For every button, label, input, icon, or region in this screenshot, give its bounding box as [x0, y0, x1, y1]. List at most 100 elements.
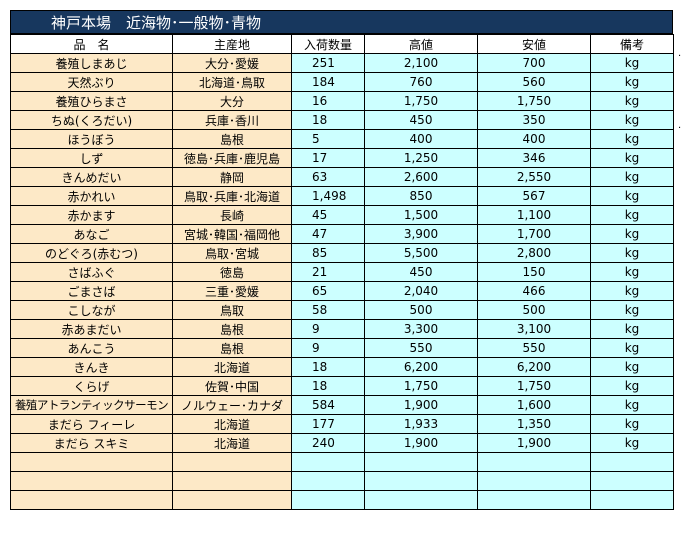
cell-quantity: 16 — [291, 91, 365, 111]
cell-quantity: 9 — [291, 319, 365, 339]
cell-quantity: 9 — [291, 338, 365, 358]
cell-low: 1,100 — [477, 205, 591, 225]
cell-low: 346 — [477, 148, 591, 168]
cell-high-empty — [364, 490, 478, 510]
cell-note: kg — [590, 243, 674, 263]
cell-low: 1,600 — [477, 395, 591, 415]
table-row: 赤あまだい 島根 9 3,300 3,100 kg — [10, 319, 674, 339]
cell-name: のどぐろ(赤むつ) — [10, 243, 173, 263]
header-note: 備考 — [590, 34, 674, 54]
cell-low: 1,750 — [477, 91, 591, 111]
cell-high: 2,040 — [364, 281, 478, 301]
cell-note: kg — [590, 357, 674, 377]
cell-note: kg — [590, 91, 674, 111]
table-body: 養殖しまあじ 大分･愛媛 251 2,100 700 kg 天然ぶり 北海道･鳥取 184 760… — [10, 53, 674, 510]
cell-high: 5,500 — [364, 243, 478, 263]
table-row: 養殖アトランティックサーモン ノルウェー･カナダ 584 1,900 1,600 kg — [10, 395, 674, 415]
cell-name: しず — [10, 148, 173, 168]
cell-high: 1,900 — [364, 395, 478, 415]
cell-name-empty — [10, 471, 173, 491]
table-row: きんめだい 静岡 63 2,600 2,550 kg — [10, 167, 674, 187]
table-row: ほうぼう 島根 5 400 400 kg — [10, 129, 674, 149]
cell-low: 6,200 — [477, 357, 591, 377]
cell-note: kg — [590, 148, 674, 168]
cell-name: まだら スキミ — [10, 433, 173, 453]
cell-quantity: 58 — [291, 300, 365, 320]
cell-name: 赤かます — [10, 205, 173, 225]
cell-origin: 大分 — [172, 91, 292, 111]
cell-origin: 静岡 — [172, 167, 292, 187]
cell-high: 1,750 — [364, 376, 478, 396]
cell-high: 2,100 — [364, 53, 478, 73]
cell-origin: 島根 — [172, 338, 292, 358]
cell-high: 1,750 — [364, 91, 478, 111]
cell-origin: 兵庫･香川 — [172, 110, 292, 130]
cell-note: kg — [590, 414, 674, 434]
cell-high-empty — [364, 452, 478, 472]
cell-name: さばふぐ — [10, 262, 173, 282]
empty-row — [10, 490, 674, 510]
cell-quantity: 18 — [291, 376, 365, 396]
cell-origin: 鳥取 — [172, 300, 292, 320]
cell-name: こしなが — [10, 300, 173, 320]
cell-high: 850 — [364, 186, 478, 206]
cell-origin: 鳥取･兵庫･北海道 — [172, 186, 292, 206]
cell-note: kg — [590, 262, 674, 282]
cell-quantity: 63 — [291, 167, 365, 187]
cell-quantity-empty — [291, 490, 365, 510]
margin-mark: . — [678, 48, 682, 59]
cell-origin: 北海道 — [172, 414, 292, 434]
cell-low-empty — [477, 490, 591, 510]
cell-note: kg — [590, 338, 674, 358]
cell-high: 450 — [364, 110, 478, 130]
cell-name: 天然ぶり — [10, 72, 173, 92]
table-row: ちぬ(くろだい) 兵庫･香川 18 450 350 kg — [10, 110, 674, 130]
cell-quantity: 251 — [291, 53, 365, 73]
cell-low: 1,750 — [477, 376, 591, 396]
cell-note-empty — [590, 490, 674, 510]
cell-name: 赤あまだい — [10, 319, 173, 339]
cell-note: kg — [590, 110, 674, 130]
cell-origin: 鳥取･宮城 — [172, 243, 292, 263]
cell-quantity: 18 — [291, 110, 365, 130]
cell-origin: 宮城･韓国･福岡他 — [172, 224, 292, 244]
cell-quantity: 184 — [291, 72, 365, 92]
cell-name: ごまさば — [10, 281, 173, 301]
cell-origin: 北海道 — [172, 357, 292, 377]
cell-high: 1,500 — [364, 205, 478, 225]
cell-high: 760 — [364, 72, 478, 92]
table-row: くらげ 佐賀･中国 18 1,750 1,750 kg — [10, 376, 674, 396]
cell-origin-empty — [172, 471, 292, 491]
cell-high: 1,900 — [364, 433, 478, 453]
cell-quantity: 1,498 — [291, 186, 365, 206]
cell-origin: 北海道･鳥取 — [172, 72, 292, 92]
cell-note-empty — [590, 471, 674, 491]
cell-low: 3,100 — [477, 319, 591, 339]
sheet-title: 神戸本場 近海物･一般物･青物 — [10, 10, 673, 34]
cell-quantity: 240 — [291, 433, 365, 453]
cell-low: 1,900 — [477, 433, 591, 453]
cell-high: 500 — [364, 300, 478, 320]
empty-row — [10, 452, 674, 472]
cell-quantity-empty — [291, 452, 365, 472]
cell-origin: 佐賀･中国 — [172, 376, 292, 396]
cell-origin: 島根 — [172, 129, 292, 149]
header-row: 品 名 主産地 入荷数量 高値 安値 備考 — [10, 34, 674, 54]
table-row: ごまさば 三重･愛媛 65 2,040 466 kg — [10, 281, 674, 301]
cell-origin-empty — [172, 452, 292, 472]
table-row: のどぐろ(赤むつ) 鳥取･宮城 85 5,500 2,800 kg — [10, 243, 674, 263]
cell-note: kg — [590, 395, 674, 415]
cell-quantity: 21 — [291, 262, 365, 282]
cell-low: 560 — [477, 72, 591, 92]
cell-origin: 島根 — [172, 319, 292, 339]
cell-quantity: 18 — [291, 357, 365, 377]
cell-note: kg — [590, 205, 674, 225]
cell-name: 養殖ひらまさ — [10, 91, 173, 111]
cell-note: kg — [590, 53, 674, 73]
table-row: 養殖しまあじ 大分･愛媛 251 2,100 700 kg — [10, 53, 674, 73]
cell-quantity: 45 — [291, 205, 365, 225]
cell-quantity: 177 — [291, 414, 365, 434]
cell-quantity: 584 — [291, 395, 365, 415]
table-row: 赤かれい 鳥取･兵庫･北海道 1,498 850 567 kg — [10, 186, 674, 206]
cell-note: kg — [590, 376, 674, 396]
